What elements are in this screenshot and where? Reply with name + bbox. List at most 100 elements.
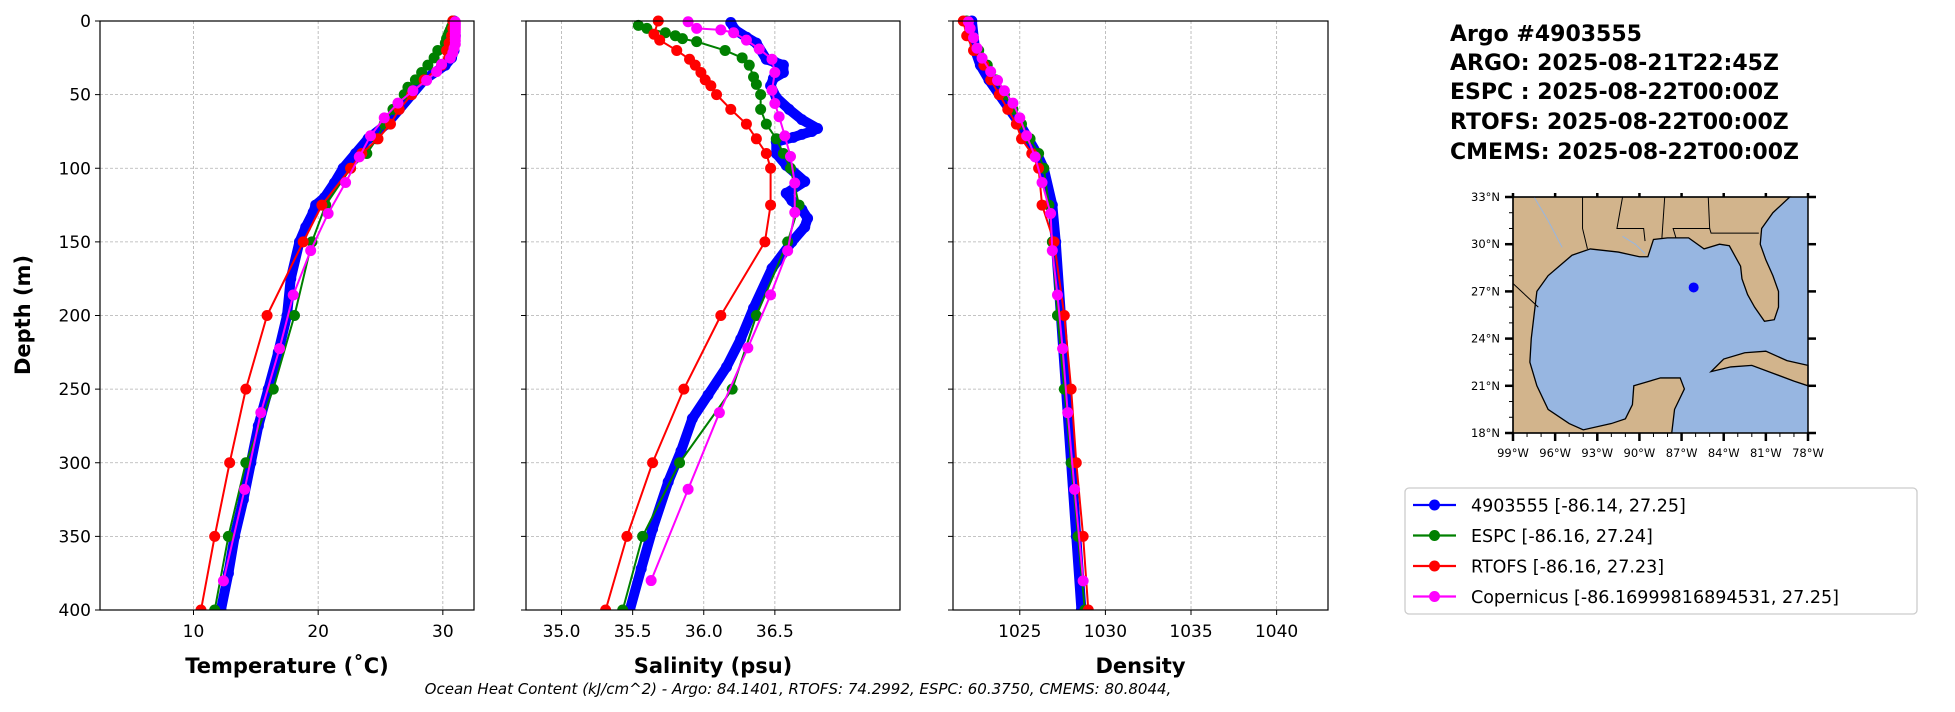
float-location-marker [1688,282,1699,293]
data-point-rtofs [1065,383,1077,395]
data-point-copernicus [968,32,980,44]
data-point-copernicus [287,289,299,301]
map-river [1533,196,1563,248]
y-tick-label: 400 [59,601,91,621]
map-lat-label: 33°N [1471,190,1500,204]
data-point-espc [632,19,644,31]
data-point-rtofs [297,236,309,248]
data-point-copernicus [421,74,433,86]
data-point-rtofs [671,44,683,56]
x-axis-label: Salinity (psu) [634,654,793,678]
legend: 4903555 [-86.14, 27.25] ESPC [-86.16, 27.… [1404,487,1918,615]
data-point-espc [750,310,762,321]
data-point-rtofs [240,383,252,395]
data-point-copernicus [444,52,456,64]
legend-entry: RTOFS [-86.16, 27.23] [1413,558,1664,578]
profile-panels: 10 20 30050100150200250300350400Temperatur… [59,12,1329,678]
data-point-copernicus [765,289,777,301]
data-point-rtofs [654,34,666,46]
data-point-4903555 [787,131,799,143]
legend-entry: 4903555 [-86.14, 27.25] [1413,497,1686,517]
data-point-espc [306,236,318,248]
data-point-4903555 [702,389,714,401]
data-point-rtofs [725,103,737,115]
data-point-rtofs [621,530,633,542]
data-point-4903555 [806,125,818,137]
data-point-espc [743,59,755,71]
data-point-rtofs [1070,457,1082,469]
data-point-rtofs [261,310,273,321]
data-point-copernicus [305,245,317,257]
x-axis-label: Temperature (˚C) [185,654,388,678]
data-point-4903555 [799,221,811,233]
data-point-espc [676,33,688,45]
x-tick-label: 10 [183,622,205,642]
data-point-rtofs [765,199,777,211]
data-point-copernicus [1077,575,1089,587]
x-tick-label: 1025 [998,622,1041,642]
legend-label: Copernicus [-86.16999816894531, 27.25] [1471,588,1839,608]
data-point-copernicus [998,85,1010,97]
map-lon-label: 78°W [1792,446,1824,460]
data-point-copernicus [728,27,740,39]
series-group [957,15,1094,610]
series-line-rtofs [604,20,772,610]
title-line-argo-time: ARGO: 2025-08-21T22:45Z [1450,51,1779,76]
data-point-copernicus [766,53,778,65]
legend-entry: Copernicus [-86.16999816894531, 27.25] [1413,588,1839,608]
salinity-panel: 35.0 35.5 36.0 36.5 Salinity (psu) [521,15,901,678]
map-border-line [1512,283,1539,308]
series-group [195,15,461,610]
data-point-rtofs [1058,310,1070,321]
legend-label: ESPC [-86.16, 27.24] [1471,527,1653,547]
x-tick-label: 1040 [1255,622,1298,642]
data-point-copernicus [340,177,352,189]
data-point-rtofs [316,199,328,211]
y-tick-label: 250 [59,380,91,400]
x-tick-label: 35.5 [614,622,652,642]
data-point-4903555 [777,67,789,79]
data-point-espc [240,457,252,469]
data-point-copernicus [992,74,1004,86]
y-tick-label: 100 [59,159,91,179]
data-point-copernicus [353,151,365,163]
temperature-panel: 10 20 30050100150200250300350400Temperatur… [59,12,475,678]
data-point-espc [267,383,279,395]
data-point-copernicus [365,130,377,142]
data-point-copernicus [322,207,334,219]
data-point-4903555 [686,413,698,425]
legend-marker-swatch [1429,530,1440,541]
data-point-rtofs [705,80,717,92]
data-point-copernicus [1021,130,1033,142]
data-point-copernicus [239,483,251,495]
data-point-copernicus [782,245,794,257]
y-tick-label: 300 [59,454,91,474]
legend-marker-swatch [1429,591,1440,602]
data-point-copernicus [789,206,801,218]
data-point-copernicus [779,130,791,142]
density-panel: 1025 1030 1035 1040 Density [948,15,1329,678]
location-map: 99°W 96°W 93°W 90°W 87°W 84°W 81°W 78°W 33°N 30°N… [1471,190,1824,460]
title-line-espc-time: ESPC : 2025-08-22T00:00Z [1450,80,1779,105]
map-lat-label: 24°N [1471,332,1500,346]
data-point-copernicus [971,42,983,54]
map-lon-label: 81°W [1750,446,1782,460]
data-point-espc [736,52,748,64]
title-line-float: Argo #4903555 [1450,22,1642,47]
data-point-copernicus [691,22,703,34]
data-point-espc [637,530,649,542]
map-lon-label: 84°W [1708,446,1740,460]
map-border-line [1672,196,1711,239]
x-tick-label: 1030 [1084,622,1127,642]
map-lat-label: 30°N [1471,237,1500,251]
axes-frame [952,20,1329,611]
data-point-4903555 [721,361,733,373]
figure-title: Argo #4903555 ARGO: 2025-08-21T22:45Z ES… [1450,22,1799,165]
y-tick-label: 50 [69,86,91,106]
data-point-rtofs [765,162,777,174]
data-point-rtofs [1077,530,1089,542]
data-point-rtofs [760,148,772,160]
y-tick-label: 350 [59,527,91,547]
data-point-copernicus [1036,177,1048,189]
data-point-copernicus [753,43,765,55]
